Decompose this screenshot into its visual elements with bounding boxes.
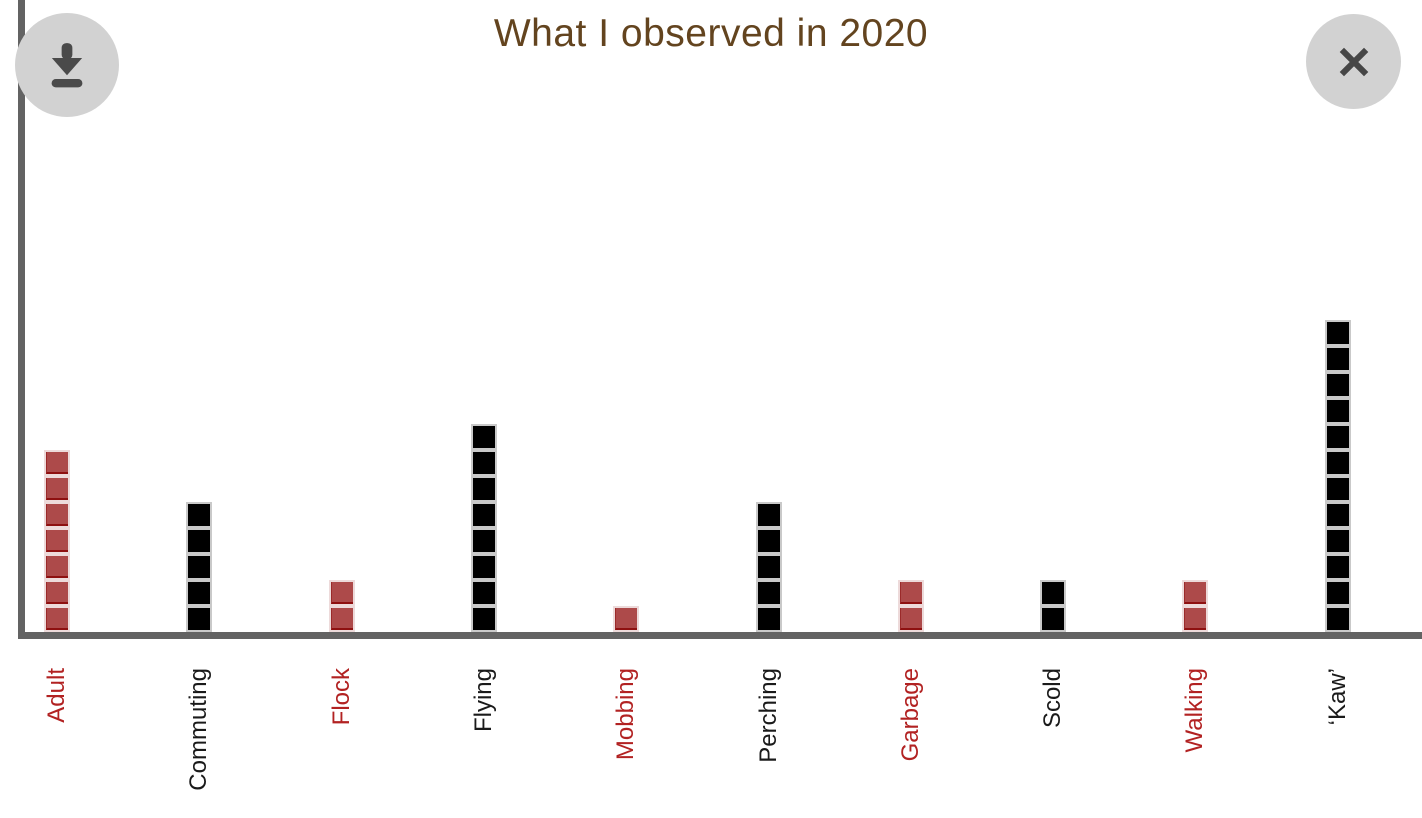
category-label-scold: Scold	[1039, 668, 1067, 729]
observation-square[interactable]	[1326, 608, 1349, 630]
category-label-flying: Flying	[469, 668, 497, 733]
observation-square[interactable]	[188, 504, 211, 526]
observation-square[interactable]	[46, 582, 68, 604]
observation-square[interactable]	[472, 608, 495, 630]
observation-square[interactable]	[899, 608, 922, 630]
observation-square[interactable]	[188, 556, 211, 578]
bar-column-garbage	[899, 578, 922, 630]
observation-square[interactable]	[757, 556, 780, 578]
observation-square[interactable]	[1326, 530, 1349, 552]
category-label-commuting: Commuting	[185, 668, 213, 791]
observation-square[interactable]	[1042, 582, 1065, 604]
close-button[interactable]	[1306, 14, 1401, 109]
download-icon	[51, 43, 83, 88]
observation-square[interactable]	[1326, 478, 1349, 500]
observation-square[interactable]	[1326, 556, 1349, 578]
bar-column-commuting	[188, 500, 211, 630]
observation-square[interactable]	[188, 530, 211, 552]
observation-square[interactable]	[330, 582, 353, 604]
observation-square[interactable]	[188, 582, 211, 604]
observation-square[interactable]	[1042, 608, 1065, 630]
category-label-flock: Flock	[327, 668, 355, 726]
observation-square[interactable]	[757, 608, 780, 630]
observation-square[interactable]	[757, 582, 780, 604]
observation-square[interactable]	[472, 504, 495, 526]
bar-column-mobbing	[615, 604, 638, 630]
download-button[interactable]	[15, 13, 119, 117]
observation-square[interactable]	[1184, 582, 1207, 604]
observation-square[interactable]	[899, 582, 922, 604]
observation-square[interactable]	[1184, 608, 1207, 630]
observation-square[interactable]	[188, 608, 211, 630]
bar-column-flock	[330, 578, 353, 630]
observation-square[interactable]	[615, 608, 638, 630]
observation-square[interactable]	[1326, 348, 1349, 370]
observation-square[interactable]	[1326, 582, 1349, 604]
observation-square[interactable]	[46, 504, 68, 526]
observation-square[interactable]	[46, 452, 68, 474]
bar-column-adult	[46, 448, 68, 630]
chart-title: What I observed in 2020	[493, 12, 929, 55]
observation-square[interactable]	[46, 530, 68, 552]
observation-square[interactable]	[1326, 504, 1349, 526]
observation-square[interactable]	[757, 504, 780, 526]
observation-square[interactable]	[472, 530, 495, 552]
bar-column-kaw	[1326, 318, 1349, 630]
category-label-adult: Adult	[43, 668, 70, 723]
chart-viewer: What I observed in 2020 Adult Commuting Fl…	[15, 0, 1422, 791]
observation-square[interactable]	[472, 478, 495, 500]
observation-square[interactable]	[757, 530, 780, 552]
x-axis	[18, 632, 1422, 639]
close-icon	[1339, 47, 1368, 76]
category-label-walking: Walking	[1181, 668, 1209, 753]
observation-square[interactable]	[1326, 452, 1349, 474]
observation-square[interactable]	[46, 556, 68, 578]
observation-square[interactable]	[46, 608, 68, 630]
observation-square[interactable]	[1326, 374, 1349, 396]
category-label-garbage: Garbage	[896, 668, 924, 762]
bar-column-perching	[757, 500, 780, 630]
category-label-kaw: ‘Kaw’	[1323, 668, 1351, 726]
bar-column-walking	[1184, 578, 1207, 630]
y-axis	[18, 0, 25, 639]
observation-square[interactable]	[472, 426, 495, 448]
observation-square[interactable]	[330, 608, 353, 630]
bar-column-flying	[472, 422, 495, 630]
observation-square[interactable]	[472, 582, 495, 604]
observation-square[interactable]	[1326, 322, 1349, 344]
category-label-mobbing: Mobbing	[612, 668, 640, 761]
observation-square[interactable]	[472, 452, 495, 474]
observation-square[interactable]	[1326, 426, 1349, 448]
observation-square[interactable]	[1326, 400, 1349, 422]
observation-square[interactable]	[472, 556, 495, 578]
observation-square[interactable]	[46, 478, 68, 500]
category-label-perching: Perching	[754, 668, 782, 763]
bar-column-scold	[1042, 578, 1065, 630]
